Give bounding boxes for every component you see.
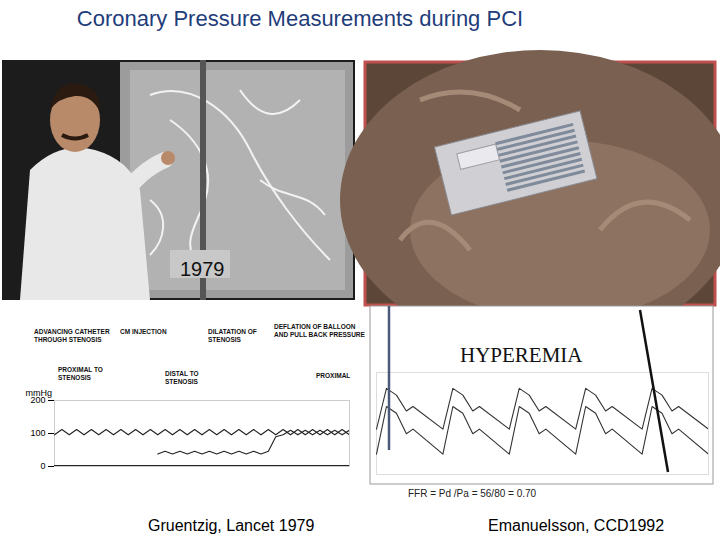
html-text:STENOSIS: STENOSIS — [58, 374, 91, 381]
svg-text:0: 0 — [40, 461, 45, 471]
svg-text:200: 200 — [30, 395, 46, 406]
html-text:AND PULL BACK PRESSURE: AND PULL BACK PRESSURE — [274, 331, 365, 338]
html-text:PROXIMAL TO: PROXIMAL TO — [58, 366, 103, 373]
html-text:THROUGH STENOSIS: THROUGH STENOSIS — [34, 336, 102, 343]
html-text:Gruentzig, Lancet 1979: Gruentzig, Lancet 1979 — [148, 517, 315, 534]
html-text:STENOSIS: STENOSIS — [208, 336, 241, 343]
html-text:Emanuelsson, CCD1992: Emanuelsson, CCD1992 — [488, 517, 665, 534]
html-text:CM INJECTION: CM INJECTION — [120, 328, 167, 335]
html-text:DILATATION OF: DILATATION OF — [208, 328, 257, 335]
svg-text:mmHg: mmHg — [26, 388, 53, 398]
html-text:ADVANCING CATHETER: ADVANCING CATHETER — [34, 328, 110, 335]
svg-text:HYPEREMIA: HYPEREMIA — [460, 343, 583, 367]
html-text:DISTAL TO: DISTAL TO — [165, 370, 199, 377]
svg-text:100: 100 — [30, 428, 45, 438]
svg-text:FFR = Pd /Pa = 56/80 = 0.70: FFR = Pd /Pa = 56/80 = 0.70 — [408, 488, 537, 499]
html-text:Coronary Pressure Measurements: Coronary Pressure Measurements during PC… — [76, 6, 524, 31]
svg-text:1979: 1979 — [180, 258, 225, 280]
html-text:PROXIMAL: PROXIMAL — [316, 372, 351, 379]
html-text:STENOSIS: STENOSIS — [165, 378, 198, 385]
html-text:DEFLATION OF BALLOON: DEFLATION OF BALLOON — [274, 323, 356, 330]
